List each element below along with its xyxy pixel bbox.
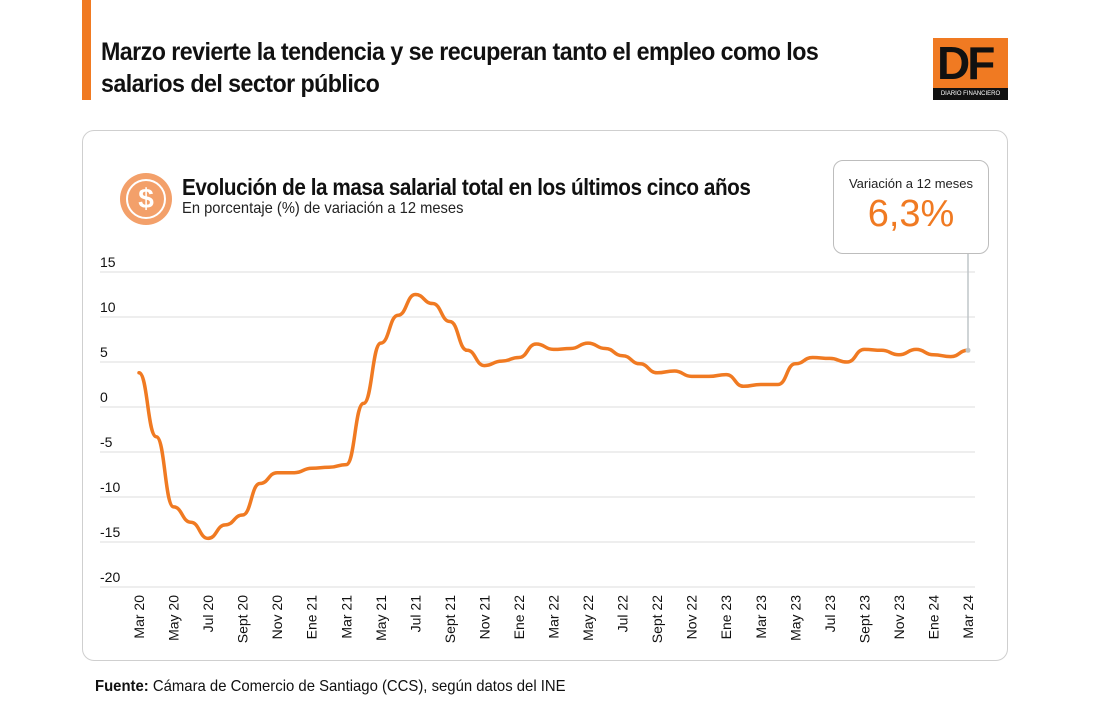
y-tick-label: -15 [100, 524, 120, 540]
callout-label: Variación a 12 meses [848, 176, 974, 191]
x-tick-label: Jul 23 [822, 595, 838, 633]
x-tick-label: Sept 20 [235, 595, 251, 643]
latest-point-marker [965, 347, 971, 353]
y-tick-label: 10 [100, 299, 116, 315]
y-tick-label: -10 [100, 479, 120, 495]
chart-title: Evolución de la masa salarial total en l… [182, 174, 751, 200]
dollar-coin-icon: $ [120, 173, 172, 225]
x-tick-label: Sept 22 [649, 595, 665, 643]
x-tick-label: Mar 21 [338, 595, 354, 639]
x-tick-label: Nov 21 [476, 595, 492, 640]
x-tick-label: Ene 24 [925, 595, 941, 640]
x-tick-label: Mar 23 [753, 595, 769, 639]
x-tick-label: Sept 21 [442, 595, 458, 643]
x-tick-label: Nov 22 [684, 595, 700, 640]
chart-card [82, 130, 1008, 661]
chart-subtitle: En porcentaje (%) de variación a 12 mese… [182, 200, 464, 217]
x-tick-label: Nov 23 [891, 595, 907, 640]
x-tick-label: Jul 22 [615, 595, 631, 633]
headline: Marzo revierte la tendencia y se recuper… [101, 38, 819, 98]
source-label: Fuente: [95, 678, 149, 695]
logo-subtext: DIARIO FINANCIERO [933, 88, 1008, 100]
y-tick-label: 15 [100, 254, 116, 270]
df-logo: DF DIARIO FINANCIERO [933, 37, 1008, 100]
x-tick-label: May 23 [787, 595, 803, 641]
callout-value: 6,3% [867, 193, 955, 235]
x-tick-label: Ene 22 [511, 595, 527, 640]
x-tick-label: May 21 [373, 595, 389, 641]
x-tick-label: Jul 21 [407, 595, 423, 633]
x-tick-label: Jul 20 [200, 595, 216, 633]
x-tick-label: Mar 24 [960, 595, 976, 639]
logo-letters: DF [937, 37, 995, 89]
y-tick-label: -5 [100, 434, 113, 450]
x-tick-label: Ene 21 [304, 595, 320, 640]
latest-value-callout: Variación a 12 meses 6,3% [833, 160, 989, 254]
x-tick-label: May 20 [166, 595, 182, 641]
source-note: Fuente: Cámara de Comercio de Santiago (… [95, 678, 566, 696]
source-text: Cámara de Comercio de Santiago (CCS), se… [148, 678, 566, 695]
x-tick-label: Nov 20 [269, 595, 285, 640]
x-tick-label: May 22 [580, 595, 596, 641]
y-tick-label: -20 [100, 569, 120, 585]
x-tick-label: Mar 22 [546, 595, 562, 639]
y-tick-label: 5 [100, 344, 108, 360]
x-tick-label: Ene 23 [718, 595, 734, 640]
x-tick-label: Mar 20 [131, 595, 147, 639]
x-tick-label: Sept 23 [856, 595, 872, 643]
series-line [137, 292, 970, 541]
y-tick-label: 0 [100, 389, 108, 405]
accent-bar [82, 0, 91, 100]
